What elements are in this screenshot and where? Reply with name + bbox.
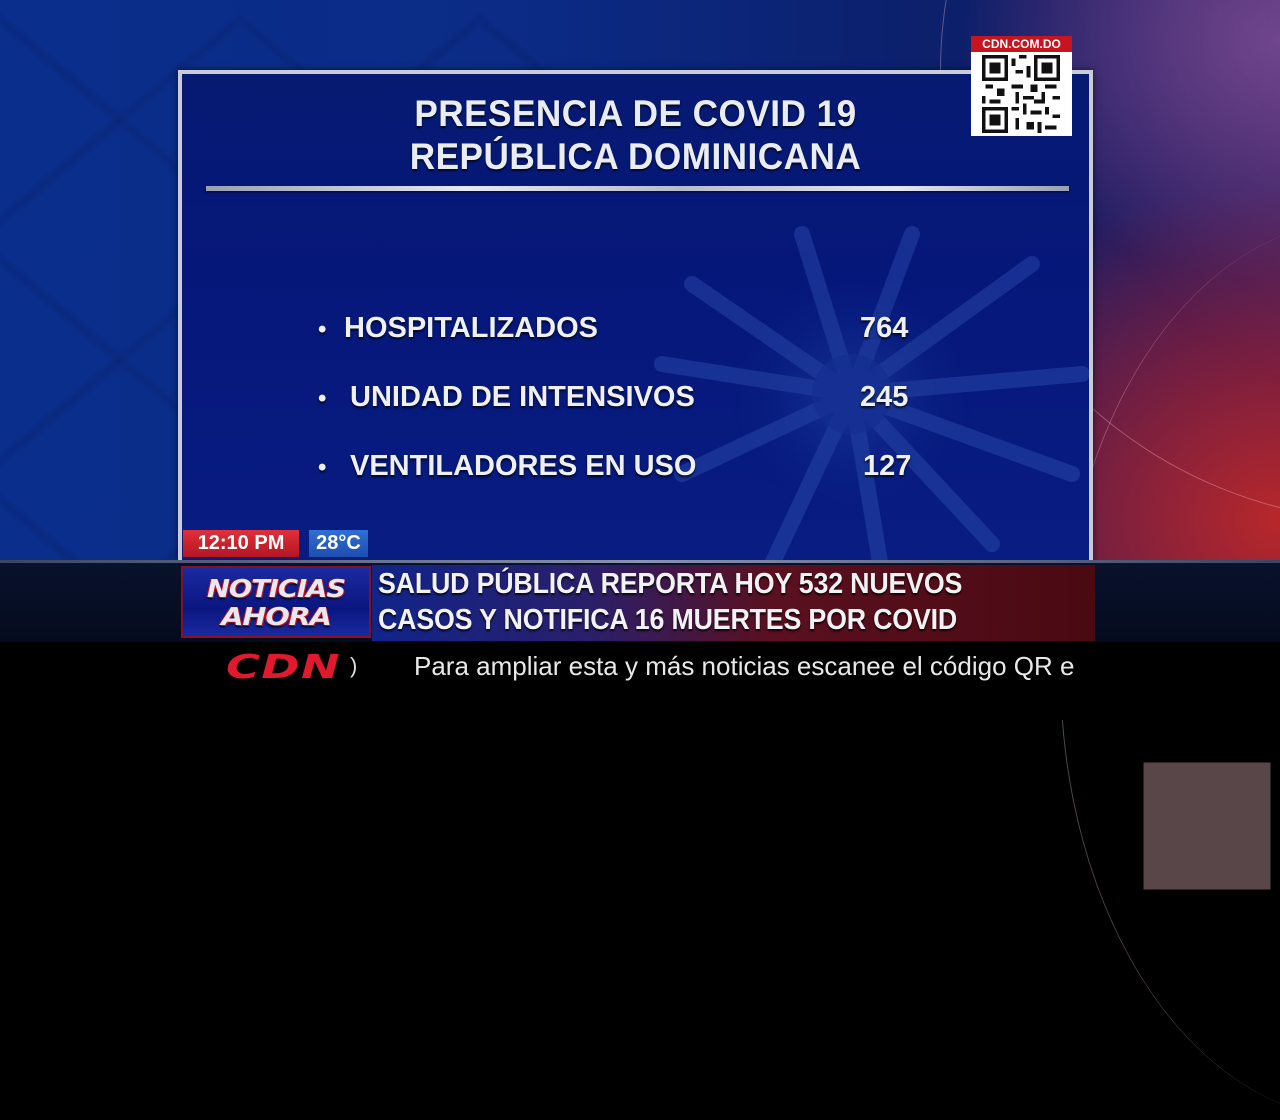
title-divider: [206, 186, 1069, 191]
title-line-1: PRESENCIA DE COVID 19: [414, 93, 857, 134]
ticker-text: Para ampliar esta y más noticias escanee…: [414, 651, 1075, 681]
headline-line-1: SALUD PÚBLICA REPORTA HOY 532 NUEVOS: [378, 568, 963, 600]
stat-value: 245: [860, 381, 909, 413]
stat-value: 764: [860, 312, 909, 344]
bullet-icon: •: [318, 316, 327, 343]
stat-row-unidad-intensivos: • UNIDAD DE INTENSIVOS 245: [318, 377, 918, 417]
cdn-logo-tail-icon: ): [350, 653, 358, 678]
stat-label: VENTILADORES EN USO: [350, 450, 697, 482]
noticias-ahora-logo: NOTICIAS AHORA: [181, 566, 371, 638]
logo-line-1: NOTICIAS: [206, 574, 346, 603]
temperature-badge: 28°C: [309, 530, 368, 557]
qr-label: CDN.COM.DO: [971, 36, 1072, 52]
qr-code-block: CDN.COM.DO: [971, 36, 1072, 136]
lower-third-divider: [0, 560, 1280, 563]
bullet-icon: •: [318, 454, 327, 481]
panel-title: PRESENCIA DE COVID 19 REPÚBLICA DOMINICA…: [205, 92, 1067, 178]
headline-background: [372, 565, 1095, 641]
covid-stats-panel: PRESENCIA DE COVID 19 REPÚBLICA DOMINICA…: [178, 70, 1093, 562]
time-badge: 12:10 PM: [183, 530, 299, 557]
headline-line-2: CASOS Y NOTIFICA 16 MUERTES POR COVID: [378, 604, 958, 636]
stat-row-hospitalizados: • HOSPITALIZADOS 764: [318, 308, 918, 348]
logo-line-2: AHORA: [221, 602, 332, 631]
title-line-2: REPÚBLICA DOMINICANA: [409, 136, 862, 177]
stat-label: HOSPITALIZADOS: [344, 312, 599, 344]
qr-code-icon: [971, 52, 1072, 136]
stat-value: 127: [863, 450, 912, 482]
bullet-icon: •: [318, 385, 327, 412]
news-ticker: [0, 642, 1280, 720]
stat-row-ventiladores: • VENTILADORES EN USO 127: [318, 446, 918, 486]
stat-label: UNIDAD DE INTENSIVOS: [350, 381, 695, 413]
news-headline: SALUD PÚBLICA REPORTA HOY 532 NUEVOS CAS…: [378, 566, 1050, 638]
cdn-channel-logo: CDN: [226, 647, 342, 686]
